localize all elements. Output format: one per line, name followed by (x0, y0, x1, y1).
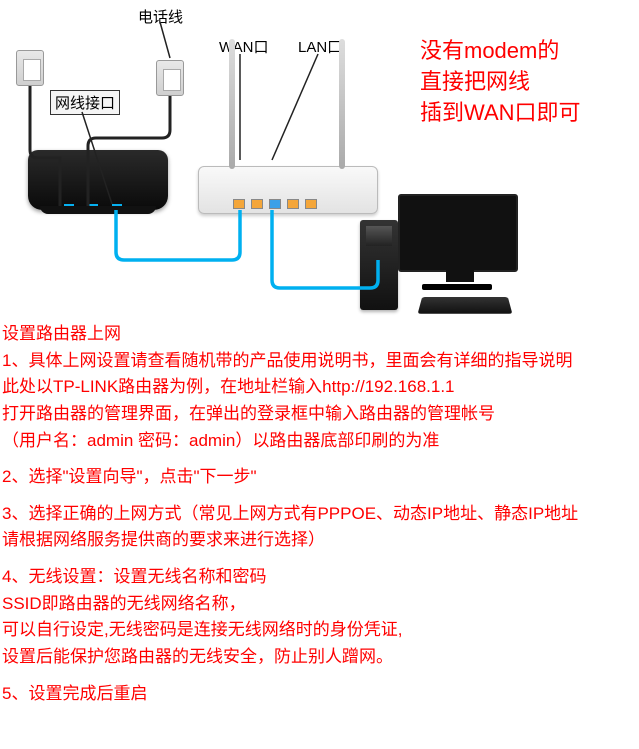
step-1d: （用户名：admin 密码：admin）以路由器底部印刷的为准 (2, 429, 637, 454)
step-3b: 请根据网络服务提供商的要求来进行选择） (2, 528, 637, 553)
router-lan-port-2 (269, 199, 281, 209)
modem-device (28, 150, 168, 210)
step-2: 2、选择"设置向导"，点击"下一步" (2, 465, 637, 490)
note-no-modem: 没有modem的 直接把网线 插到WAN口即可 (420, 36, 581, 128)
phone-socket (156, 60, 184, 96)
pc-keyboard (418, 297, 513, 314)
modem-port-lan (112, 204, 122, 212)
step-5: 5、设置完成后重启 (2, 682, 637, 707)
power-socket (16, 50, 44, 86)
step-1c: 打开路由器的管理界面，在弹出的登录框中输入路由器的管理帐号 (2, 402, 637, 427)
router-lan-port-1 (251, 199, 263, 209)
step-4b: SSID即路由器的无线网络名称， (2, 592, 637, 617)
instructions-block: 设置路由器上网 1、具体上网设置请查看随机带的产品使用说明书，里面会有详细的指导… (2, 322, 637, 708)
step-1a: 1、具体上网设置请查看随机带的产品使用说明书，里面会有详细的指导说明 (2, 349, 637, 374)
note-line-2: 直接把网线 (420, 67, 581, 98)
arrow-phone-line (160, 22, 170, 58)
step-4c: 可以自行设定,无线密码是连接无线网络时的身份凭证, (2, 618, 637, 643)
label-wan-port: WAN口 (219, 36, 268, 57)
router-lan-port-4 (305, 199, 317, 209)
router-lan-port-3 (287, 199, 299, 209)
note-line-3: 插到WAN口即可 (420, 98, 581, 129)
step-1b: 此处以TP-LINK路由器为例，在地址栏输入http://192.168.1.1 (2, 375, 637, 400)
router-antenna-right (339, 39, 345, 169)
router-antenna-left (229, 39, 235, 169)
pc-monitor (398, 194, 518, 272)
step-4d: 设置后能保护您路由器的无线安全，防止别人蹭网。 (2, 645, 637, 670)
step-3a: 3、选择正确的上网方式（常见上网方式有PPPOE、动态IP地址、静态IP地址 (2, 502, 637, 527)
cable-modem-to-router (116, 210, 240, 260)
modem-port-phone (88, 204, 98, 212)
label-phone-line: 电话线 (138, 6, 183, 27)
step-4a: 4、无线设置：设置无线名称和密码 (2, 565, 637, 590)
label-lan-port: LAN口 (298, 36, 342, 57)
label-net-port: 网线接口 (50, 90, 120, 115)
router-wan-port (233, 199, 245, 209)
network-diagram: 电话线 WAN口 LAN口 网线接口 没有modem的 直接把网线 插到WAN口… (0, 0, 639, 318)
modem-port-power (64, 204, 74, 212)
arrow-lan (272, 54, 318, 160)
router-device (198, 166, 378, 214)
pc-tower (360, 220, 398, 310)
note-line-1: 没有modem的 (420, 36, 581, 67)
heading: 设置路由器上网 (2, 322, 637, 347)
pc-monitor-base (422, 284, 492, 290)
